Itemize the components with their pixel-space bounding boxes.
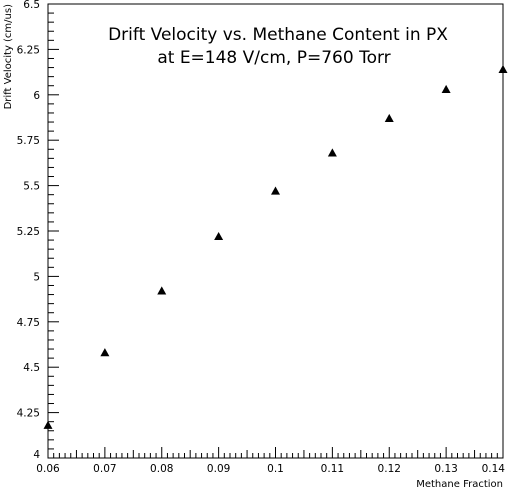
y-tick-label: 5: [33, 271, 40, 283]
x-axis-ticks: 0.06 0.07 0.08 0.09 0.1 0.11 0.12 0.13 0.14: [36, 447, 505, 475]
y-axis-title: Drift Velocity (cm/us): [3, 4, 14, 109]
data-point-marker: [157, 286, 167, 295]
y-tick-label: 4.5: [23, 362, 40, 374]
data-point-marker: [214, 231, 224, 241]
x-tick-label: 0.09: [207, 463, 230, 475]
y-tick-label: 6.5: [23, 0, 40, 11]
y-tick-label: 5.25: [17, 226, 40, 238]
x-tick-label: 0.1: [267, 463, 284, 475]
data-point-marker: [384, 113, 394, 123]
x-tick-label: 0.11: [321, 463, 344, 475]
data-point-marker: [100, 348, 110, 357]
x-tick-label: 0.14: [482, 463, 506, 475]
y-tick-label: 4.25: [17, 408, 40, 420]
x-tick-label: 0.08: [150, 463, 173, 475]
data-point-marker: [441, 84, 451, 93]
y-tick-label: 6.25: [17, 44, 40, 56]
x-tick-label: 0.07: [93, 463, 116, 475]
x-tick-label: 0.12: [378, 463, 401, 475]
x-tick-label: 0.13: [434, 463, 457, 475]
y-tick-label: 4: [33, 449, 40, 461]
chart-subtitle: at E=148 V/cm, P=760 Torr: [157, 48, 390, 68]
y-tick-label: 6: [33, 90, 40, 102]
x-tick-label: 0.06: [36, 463, 60, 475]
data-points: [43, 64, 508, 429]
y-axis-ticks: 4 4.25 4.5 4.75 5 5.25 5.5 5.75 6 6.25 6.5: [17, 0, 59, 461]
data-point-marker: [327, 148, 337, 157]
y-tick-label: 5.5: [23, 181, 40, 193]
data-point-marker: [271, 186, 280, 195]
x-axis-title: Methane Fraction: [416, 479, 503, 490]
data-point-marker: [43, 420, 53, 429]
data-point-marker: [498, 64, 508, 73]
y-tick-label: 4.75: [17, 317, 40, 329]
chart-title: Drift Velocity vs. Methane Content in PX: [108, 25, 448, 45]
y-tick-label: 5.75: [17, 135, 40, 147]
plot-frame: [47, 3, 504, 459]
